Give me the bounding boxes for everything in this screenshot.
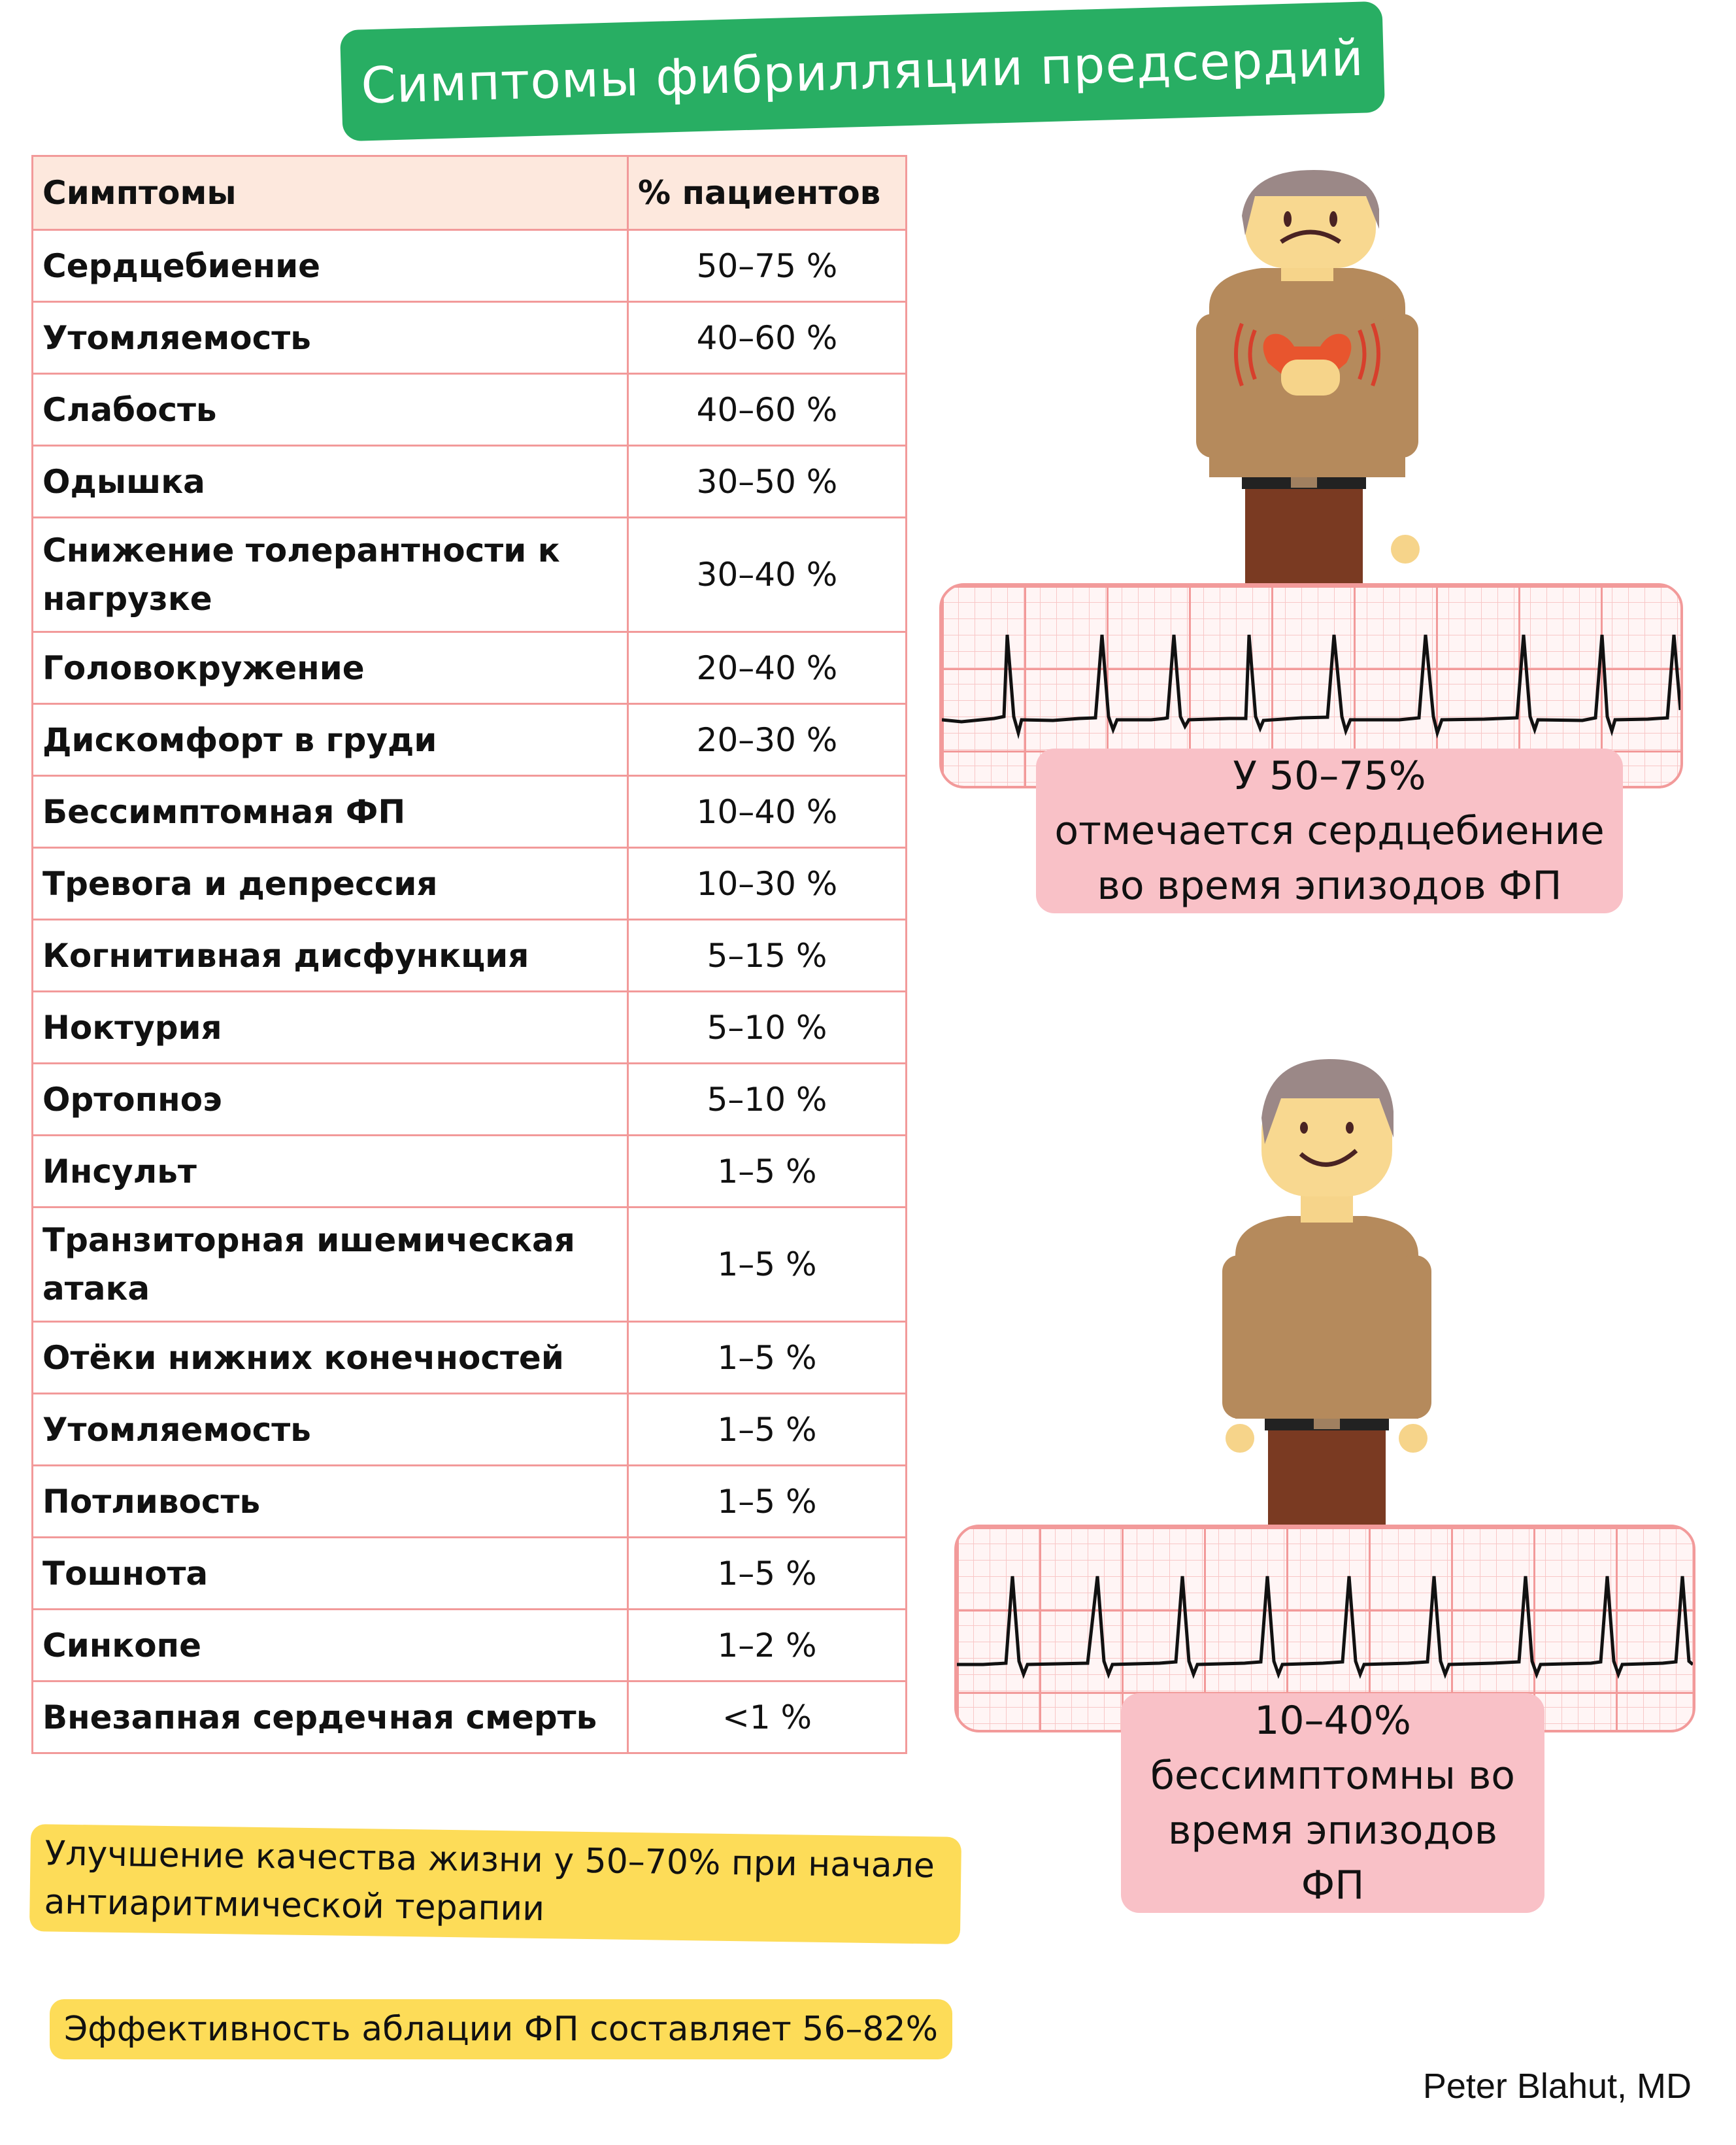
table-row: Головокружение 20–40 % [31, 631, 907, 705]
percent-cell: 40–60 % [627, 301, 907, 375]
symptom-cell: Слабость [31, 373, 629, 447]
ecg-trace-icon [942, 634, 1680, 739]
symptom-cell: Синкопе [31, 1608, 629, 1682]
percent-cell: 20–30 % [627, 703, 907, 777]
symptoms-table: Симптомы % пациентов Сердцебиение 50–75 %… [31, 155, 907, 1754]
percent-cell: 50–75 % [627, 229, 907, 303]
percent-cell: 1–5 % [627, 1134, 907, 1208]
table-row: Слабость 40–60 % [31, 373, 907, 447]
table-row: Дискомфорт в груди 20–30 % [31, 703, 907, 777]
percent-cell: 1–5 % [627, 1206, 907, 1323]
table-header-row: Симптомы % пациентов [31, 155, 907, 231]
symptom-cell: Утомляемость [31, 1393, 629, 1466]
percent-cell: 1–5 % [627, 1464, 907, 1538]
table-row: Инсульт 1–5 % [31, 1134, 907, 1208]
note-ablation: Эффективность аблации ФП составляет 56–8… [50, 1999, 953, 2059]
percent-cell: 5–10 % [627, 1062, 907, 1136]
percent-cell: 10–30 % [627, 847, 907, 920]
table-row: Транзиторная ишемическая атака 1–5 % [31, 1206, 907, 1323]
callout-palpitations: У 50–75% отмечается сердцебиение во врем… [1036, 749, 1623, 913]
symptom-cell: Отёки нижних конечностей [31, 1321, 629, 1394]
symptom-cell: Одышка [31, 445, 629, 518]
table-row: Одышка 30–50 % [31, 445, 907, 518]
symptom-cell: Дискомфорт в груди [31, 703, 629, 777]
note-ablation-text: Эффективность аблации ФП составляет 56–8… [64, 2010, 939, 2049]
table-row: Потливость 1–5 % [31, 1464, 907, 1538]
note-quality-of-life-text: Улучшение качества жизни у 50–70% при на… [44, 1834, 935, 1929]
table-row: Внезапная сердечная смерть <1 % [31, 1680, 907, 1754]
callout-line-3: время эпизодов ФП [1167, 1808, 1498, 1908]
table-row: Тревога и депрессия 10–30 % [31, 847, 907, 920]
symptom-cell: Головокружение [31, 631, 629, 705]
table-row: Снижение толерантности к нагрузке 30–40 % [31, 516, 907, 633]
symptom-cell: Внезапная сердечная смерть [31, 1680, 629, 1754]
table-row: Утомляемость 40–60 % [31, 301, 907, 375]
callout-line-3: во время эпизодов ФП [1097, 863, 1562, 909]
percent-cell: 1–2 % [627, 1608, 907, 1682]
title-text: Симптомы фибрилляции предсердий [360, 28, 1365, 114]
table-row: Когнитивная дисфункция 5–15 % [31, 919, 907, 992]
header-percent: % пациентов [627, 155, 907, 231]
symptom-cell: Тревога и депрессия [31, 847, 629, 920]
callout-line-1: 10–40% [1254, 1698, 1411, 1744]
table-row: Тошнота 1–5 % [31, 1536, 907, 1610]
page-title: Симптомы фибрилляции предсердий [339, 1, 1386, 142]
table-row: Отёки нижних конечностей 1–5 % [31, 1321, 907, 1394]
callout-line-1: У 50–75% [1233, 753, 1426, 799]
table-row: Синкопе 1–2 % [31, 1608, 907, 1682]
table-row: Сердцебиение 50–75 % [31, 229, 907, 303]
percent-cell: 10–40 % [627, 775, 907, 849]
symptom-cell: Транзиторная ишемическая атака [31, 1206, 629, 1323]
note-quality-of-life: Улучшение качества жизни у 50–70% при на… [29, 1824, 962, 1944]
percent-cell: 30–40 % [627, 516, 907, 633]
percent-cell: <1 % [627, 1680, 907, 1754]
symptom-cell: Снижение толерантности к нагрузке [31, 516, 629, 633]
percent-cell: 1–5 % [627, 1536, 907, 1610]
percent-cell: 20–40 % [627, 631, 907, 705]
percent-cell: 1–5 % [627, 1393, 907, 1466]
symptom-cell: Ноктурия [31, 990, 629, 1064]
symptom-cell: Тошнота [31, 1536, 629, 1610]
symptom-cell: Сердцебиение [31, 229, 629, 303]
percent-cell: 30–50 % [627, 445, 907, 518]
percent-cell: 1–5 % [627, 1321, 907, 1394]
header-symptoms: Симптомы [31, 155, 629, 231]
symptom-cell: Потливость [31, 1464, 629, 1538]
symptom-cell: Бессимптомная ФП [31, 775, 629, 849]
worried-man-illustration [1196, 170, 1420, 588]
ecg-strip-asymptomatic [954, 1525, 1695, 1732]
symptom-cell: Утомляемость [31, 301, 629, 375]
author-signature: Peter Blahut, MD [1422, 2067, 1692, 2106]
callout-line-2: бессимптомны во [1150, 1753, 1516, 1799]
percent-cell: 5–10 % [627, 990, 907, 1064]
smiling-man-illustration [1222, 1059, 1431, 1530]
table-row: Бессимптомная ФП 10–40 % [31, 775, 907, 849]
percent-cell: 5–15 % [627, 919, 907, 992]
symptom-cell: Когнитивная дисфункция [31, 919, 629, 992]
symptom-cell: Ортопноэ [31, 1062, 629, 1136]
table-row: Утомляемость 1–5 % [31, 1393, 907, 1466]
table-row: Ноктурия 5–10 % [31, 990, 907, 1064]
percent-cell: 40–60 % [627, 373, 907, 447]
ecg-trace-icon [957, 1576, 1693, 1680]
callout-line-2: отмечается сердцебиение [1054, 808, 1605, 854]
callout-asymptomatic: 10–40% бессимптомны во время эпизодов ФП [1121, 1693, 1544, 1913]
table-row: Ортопноэ 5–10 % [31, 1062, 907, 1136]
symptom-cell: Инсульт [31, 1134, 629, 1208]
